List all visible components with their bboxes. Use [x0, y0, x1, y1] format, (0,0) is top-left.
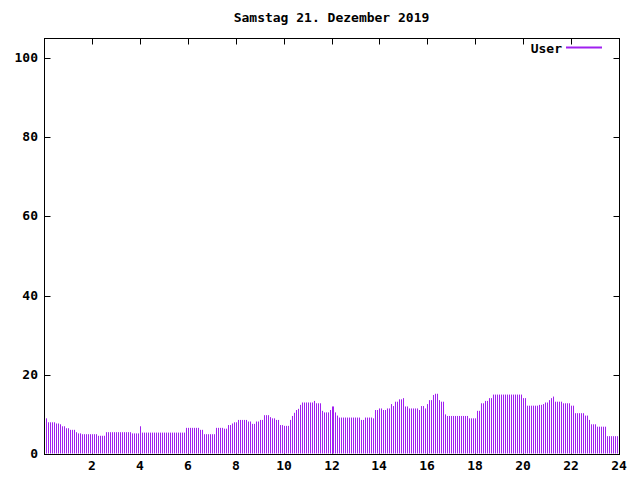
chart-canvas: Samstag 21. Dezember 2019 User 246810121… [0, 0, 640, 480]
y-tick-label: 40 [2, 288, 38, 303]
plot-area [0, 0, 640, 480]
x-tick-label: 22 [556, 458, 586, 473]
x-tick-label: 12 [317, 458, 347, 473]
user-bars-series [47, 394, 618, 454]
x-tick-label: 14 [364, 458, 394, 473]
y-tick-label: 20 [2, 367, 38, 382]
x-tick-label: 2 [77, 458, 107, 473]
plot-border [45, 39, 620, 455]
x-tick-label: 6 [173, 458, 203, 473]
x-tick-label: 18 [460, 458, 490, 473]
x-tick-label: 20 [508, 458, 538, 473]
x-tick-label: 24 [604, 458, 634, 473]
y-tick-label: 60 [2, 208, 38, 223]
x-tick-label: 16 [412, 458, 442, 473]
y-tick-label: 80 [2, 129, 38, 144]
x-tick-label: 4 [125, 458, 155, 473]
y-tick-label: 100 [2, 50, 38, 65]
legend-user-label: User [462, 41, 562, 56]
y-tick-label: 0 [2, 446, 38, 461]
x-tick-label: 10 [269, 458, 299, 473]
x-tick-label: 8 [221, 458, 251, 473]
